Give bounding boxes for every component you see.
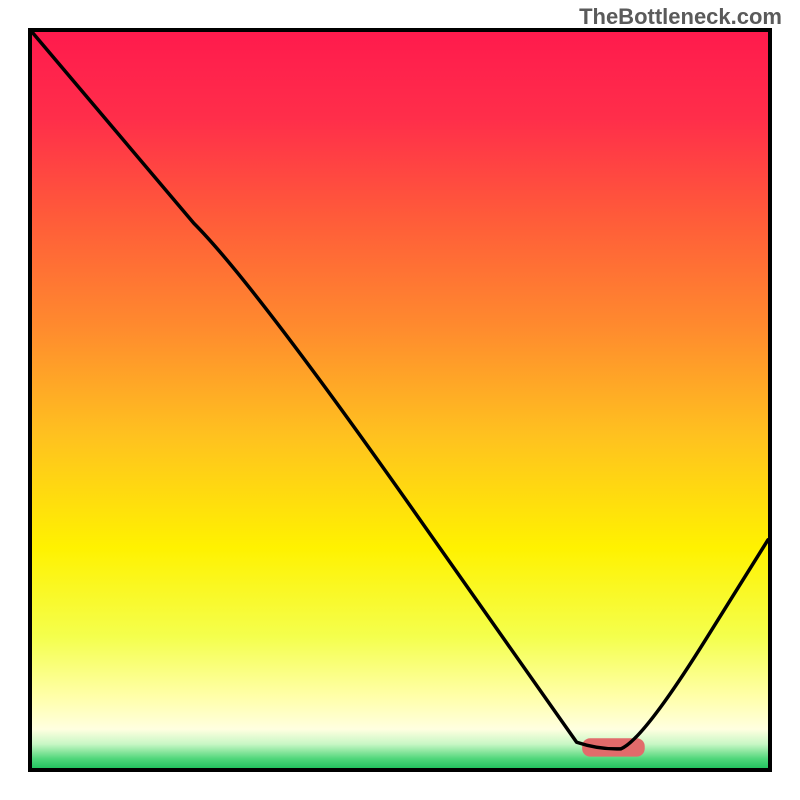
- watermark-label: TheBottleneck.com: [579, 4, 782, 30]
- plot-background: [30, 30, 770, 770]
- bottleneck-chart: [0, 0, 800, 800]
